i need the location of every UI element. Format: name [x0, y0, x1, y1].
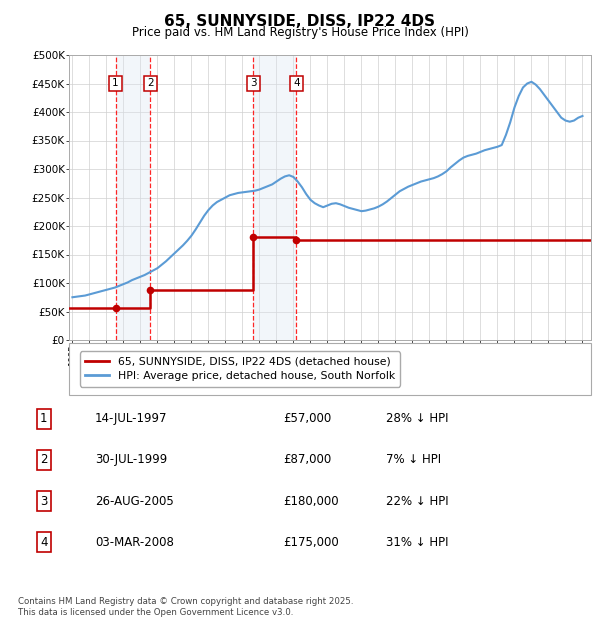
Text: 14-JUL-1997: 14-JUL-1997 — [95, 412, 167, 425]
Text: 03-MAR-2008: 03-MAR-2008 — [95, 536, 174, 549]
Text: 2: 2 — [40, 453, 47, 466]
Text: Price paid vs. HM Land Registry's House Price Index (HPI): Price paid vs. HM Land Registry's House … — [131, 26, 469, 39]
Text: 3: 3 — [250, 79, 257, 89]
Text: 2: 2 — [147, 79, 154, 89]
Bar — [116, 55, 150, 340]
Text: £175,000: £175,000 — [283, 536, 339, 549]
Text: Contains HM Land Registry data © Crown copyright and database right 2025.
This d: Contains HM Land Registry data © Crown c… — [18, 598, 353, 617]
Text: 28% ↓ HPI: 28% ↓ HPI — [386, 412, 448, 425]
Text: 3: 3 — [40, 495, 47, 508]
Text: 4: 4 — [40, 536, 47, 549]
Text: 65, SUNNYSIDE, DISS, IP22 4DS: 65, SUNNYSIDE, DISS, IP22 4DS — [164, 14, 436, 29]
Text: 31% ↓ HPI: 31% ↓ HPI — [386, 536, 448, 549]
Text: 30-JUL-1999: 30-JUL-1999 — [95, 453, 167, 466]
Bar — [253, 55, 296, 340]
Text: 26-AUG-2005: 26-AUG-2005 — [95, 495, 174, 508]
Text: £180,000: £180,000 — [283, 495, 339, 508]
Legend: 65, SUNNYSIDE, DISS, IP22 4DS (detached house), HPI: Average price, detached hou: 65, SUNNYSIDE, DISS, IP22 4DS (detached … — [80, 352, 400, 387]
Text: 22% ↓ HPI: 22% ↓ HPI — [386, 495, 448, 508]
Text: £57,000: £57,000 — [283, 412, 331, 425]
Text: £87,000: £87,000 — [283, 453, 331, 466]
Text: 7% ↓ HPI: 7% ↓ HPI — [386, 453, 441, 466]
Text: 1: 1 — [40, 412, 47, 425]
Text: 1: 1 — [112, 79, 119, 89]
Text: 4: 4 — [293, 79, 299, 89]
